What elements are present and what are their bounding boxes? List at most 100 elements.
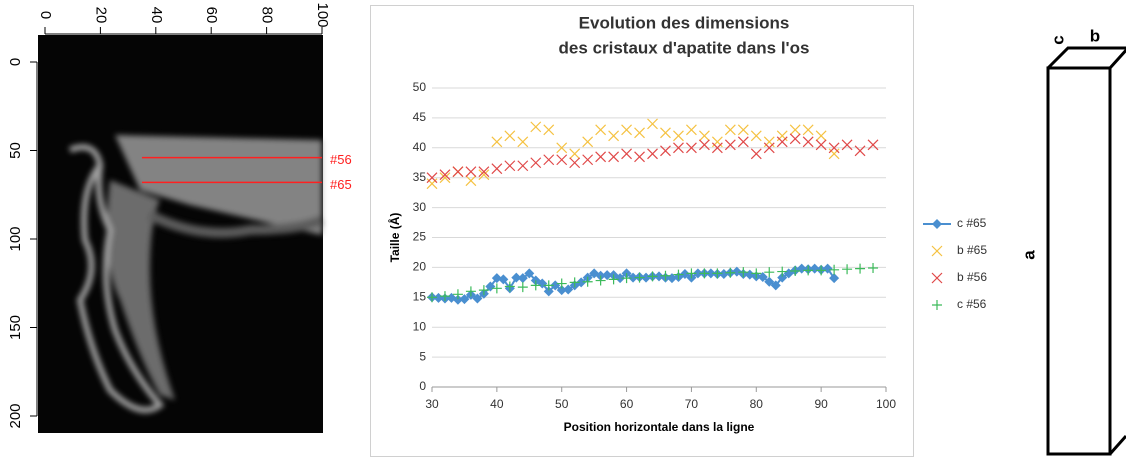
- data-point: [595, 151, 607, 163]
- data-point: [777, 266, 788, 277]
- y-tick-label: 10: [413, 319, 427, 333]
- data-point: [789, 124, 801, 136]
- data-point: [815, 130, 827, 142]
- data-point: [569, 157, 581, 169]
- data-point: [692, 268, 703, 279]
- data-point: [737, 124, 749, 136]
- x-tick-label: 60: [620, 397, 634, 411]
- x-tick-label: 0: [37, 11, 54, 19]
- crystal-box: [1046, 46, 1126, 456]
- data-point: [556, 278, 567, 289]
- data-point: [790, 265, 801, 276]
- data-point: [478, 285, 489, 296]
- data-point: [485, 281, 496, 292]
- data-point: [634, 272, 645, 283]
- data-point: [459, 294, 470, 305]
- data-point: [634, 151, 645, 163]
- data-point: [751, 268, 762, 279]
- edge-label: b: [1090, 26, 1100, 45]
- data-point: [530, 280, 541, 291]
- data-point: [517, 273, 528, 284]
- data-point: [615, 273, 626, 284]
- legend-marker: [932, 219, 942, 229]
- x-tick-label: 90: [814, 397, 828, 411]
- data-point: [750, 148, 762, 160]
- x-tick-label: 50: [555, 397, 569, 411]
- data-point: [563, 284, 574, 295]
- data-point: [504, 160, 516, 172]
- chart-frame: [370, 5, 914, 457]
- data-point: [608, 274, 619, 285]
- y-tick-label: 0: [419, 379, 426, 393]
- data-point: [809, 263, 820, 274]
- data-point: [686, 142, 697, 154]
- data-point: [660, 127, 671, 139]
- data-point: [491, 136, 503, 148]
- data-point: [763, 142, 775, 154]
- y-tick-label: 5: [419, 349, 426, 363]
- chart-title: des cristaux d'apatite dans l'os: [559, 38, 810, 57]
- data-point: [465, 175, 477, 187]
- data-point: [647, 271, 658, 282]
- data-point: [777, 272, 788, 283]
- data-point: [737, 136, 749, 148]
- data-point: [452, 294, 463, 305]
- x-tick-label: 40: [148, 7, 165, 24]
- data-point: [802, 136, 814, 148]
- scan-texture: [68, 135, 325, 413]
- data-point: [439, 169, 451, 181]
- data-point: [543, 124, 555, 136]
- data-point: [504, 281, 515, 292]
- y-tick-label: 30: [413, 200, 427, 214]
- data-point: [776, 136, 788, 148]
- data-point: [829, 273, 840, 284]
- data-point: [439, 172, 451, 184]
- y-tick-label: 100: [7, 226, 24, 251]
- x-tick-label: 20: [92, 7, 109, 24]
- data-point: [802, 124, 814, 136]
- legend-label: c #56: [957, 297, 987, 311]
- data-point: [608, 130, 620, 142]
- edge-label: c: [1048, 35, 1067, 44]
- data-point: [602, 270, 613, 281]
- y-tick-label: 0: [7, 58, 24, 66]
- data-point: [608, 151, 620, 163]
- data-point: [770, 280, 781, 291]
- data-point: [427, 292, 437, 303]
- data-point: [686, 124, 697, 136]
- data-point: [738, 267, 749, 278]
- data-point: [628, 272, 639, 283]
- annotation-label: #56: [330, 152, 352, 167]
- data-point: [634, 127, 645, 139]
- data-point: [530, 121, 542, 133]
- data-point: [472, 293, 483, 304]
- data-point: [757, 271, 768, 282]
- data-point: [452, 289, 463, 300]
- data-point: [641, 272, 652, 283]
- data-point: [750, 130, 762, 142]
- x-tick-label: 40: [490, 397, 504, 411]
- data-point: [452, 166, 464, 178]
- x-tick-label: 80: [259, 7, 276, 24]
- data-point: [822, 263, 833, 274]
- legend-label: b #65: [957, 243, 987, 257]
- data-point: [439, 291, 450, 302]
- data-point: [654, 271, 664, 282]
- data-point: [504, 130, 516, 142]
- data-point: [582, 136, 594, 148]
- data-point: [426, 172, 438, 184]
- data-point: [841, 139, 853, 151]
- data-point: [537, 278, 548, 289]
- data-point: [543, 280, 554, 291]
- legend-label: c #65: [957, 216, 987, 230]
- data-point: [543, 286, 554, 297]
- data-point: [517, 282, 528, 293]
- legend-marker: [932, 300, 942, 310]
- data-point: [433, 292, 444, 303]
- data-point: [556, 142, 568, 154]
- data-point: [815, 139, 827, 151]
- data-point: [524, 268, 535, 279]
- data-point: [673, 269, 684, 280]
- y-tick-label: 15: [413, 289, 427, 303]
